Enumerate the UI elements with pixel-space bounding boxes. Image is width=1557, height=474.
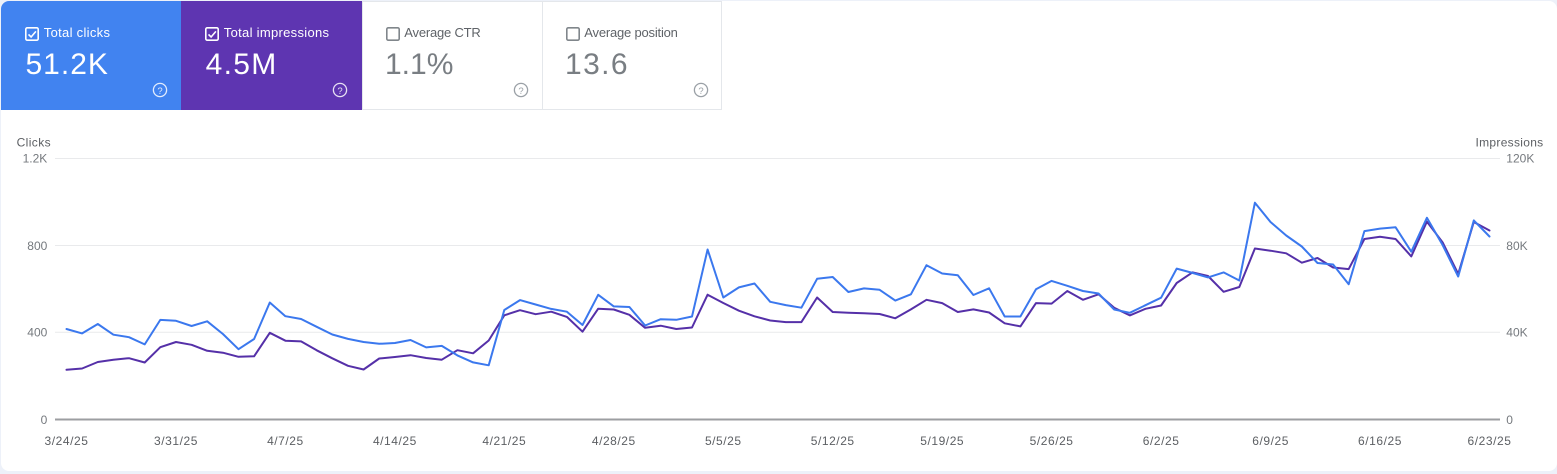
svg-text:400: 400 — [27, 326, 47, 340]
svg-text:?: ? — [337, 86, 342, 97]
svg-text:?: ? — [698, 86, 703, 97]
svg-text:6/9/25: 6/9/25 — [1252, 434, 1289, 448]
svg-text:5/26/25: 5/26/25 — [1030, 434, 1074, 448]
svg-text:Impressions: Impressions — [1476, 135, 1544, 149]
svg-text:5/12/25: 5/12/25 — [811, 434, 855, 448]
svg-text:6/2/25: 6/2/25 — [1143, 434, 1180, 448]
svg-text:120K: 120K — [1506, 152, 1534, 166]
svg-text:4/28/25: 4/28/25 — [592, 434, 636, 448]
svg-text:1.2K: 1.2K — [23, 152, 48, 166]
svg-text:4/7/25: 4/7/25 — [267, 434, 304, 448]
svg-text:3/31/25: 3/31/25 — [154, 434, 198, 448]
svg-text:?: ? — [157, 86, 162, 97]
svg-text:?: ? — [518, 86, 523, 97]
svg-text:0: 0 — [1506, 413, 1513, 427]
svg-text:80K: 80K — [1506, 239, 1527, 253]
svg-text:6/23/25: 6/23/25 — [1468, 434, 1512, 448]
svg-text:0: 0 — [41, 413, 48, 427]
svg-text:6/16/25: 6/16/25 — [1358, 434, 1402, 448]
svg-text:5/5/25: 5/5/25 — [705, 434, 742, 448]
svg-text:4/14/25: 4/14/25 — [373, 434, 417, 448]
svg-text:Clicks: Clicks — [17, 135, 51, 149]
svg-text:40K: 40K — [1506, 326, 1527, 340]
svg-text:3/24/25: 3/24/25 — [45, 434, 89, 448]
svg-text:4/21/25: 4/21/25 — [482, 434, 526, 448]
svg-text:5/19/25: 5/19/25 — [920, 434, 964, 448]
svg-text:800: 800 — [27, 239, 47, 253]
